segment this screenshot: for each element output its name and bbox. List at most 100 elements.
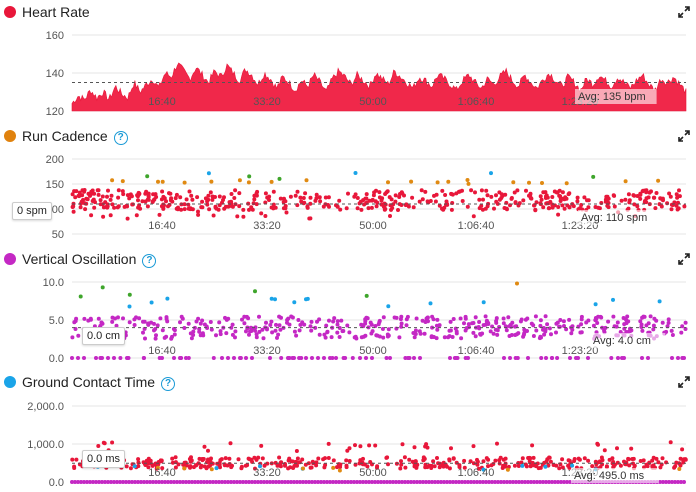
vo-point (404, 317, 409, 322)
cadence-point (252, 197, 257, 202)
gct-point-zero (385, 480, 389, 484)
gct-point (597, 459, 602, 464)
vo-point-zero (304, 356, 308, 360)
vo-point (462, 321, 466, 326)
cadence-point (203, 196, 208, 201)
cadence-point-orange (209, 179, 214, 184)
cadence-point (370, 197, 375, 202)
cadence-point (469, 188, 474, 193)
vo-point-zero (178, 356, 182, 360)
y-tick-label: 50 (52, 229, 64, 241)
cadence-point-blue (353, 171, 358, 175)
cadence-point-orange (465, 178, 470, 182)
vo-point (132, 323, 137, 327)
gct-point (602, 448, 607, 453)
cadence-point (213, 195, 217, 199)
cadence-point-green (277, 176, 282, 181)
x-tick-label: 33:20 (253, 96, 281, 108)
gct-point (425, 465, 430, 470)
cadence-point (449, 207, 454, 212)
vo-point (545, 322, 550, 327)
vo-point (425, 315, 430, 320)
vo-point (353, 334, 358, 339)
gct-point-zero (379, 480, 383, 484)
gct-point-zero (667, 480, 671, 484)
gct-point-zero (406, 480, 410, 484)
cadence-point (385, 189, 390, 194)
gct-point (208, 463, 213, 467)
gct-point (645, 464, 650, 469)
average-label: Avg: 110 spm (581, 212, 647, 224)
cadence-point (538, 201, 543, 206)
expand-icon[interactable] (678, 130, 690, 142)
cadence-point (623, 197, 628, 202)
cadence-point (103, 200, 108, 205)
vo-point (493, 327, 498, 332)
gct-point-zero (421, 480, 425, 484)
gct-point-zero (79, 480, 83, 484)
expand-icon[interactable] (678, 253, 690, 265)
help-icon[interactable]: ? (161, 377, 176, 391)
vo-point (399, 324, 404, 329)
cadence-point-orange (623, 179, 628, 184)
gct-point (247, 457, 252, 462)
cadence-point-blue (489, 171, 493, 176)
cadence-point (638, 196, 643, 201)
vo-point-zero (370, 356, 374, 360)
cadence-point (92, 191, 97, 196)
gct-point (124, 464, 129, 469)
gct-point (596, 442, 600, 447)
vo-point (399, 321, 404, 326)
vo-point (538, 323, 543, 328)
help-icon[interactable]: ? (142, 254, 157, 268)
expand-icon[interactable] (678, 6, 690, 18)
vo-point (542, 332, 547, 337)
vo-point (276, 332, 281, 337)
cadence-point (383, 207, 388, 211)
vo-point (278, 327, 283, 332)
vo-point (211, 356, 216, 360)
vo-point (363, 333, 368, 338)
vo-point (155, 323, 160, 328)
vo-point-zero (358, 356, 362, 360)
gct-point (253, 466, 257, 471)
gct-point-zero (175, 480, 179, 484)
gct-point-orange (505, 467, 510, 472)
gct-point (202, 444, 207, 449)
cadence-point-orange (304, 178, 309, 183)
cadence-point-green (247, 174, 252, 179)
vo-point (82, 316, 87, 321)
vo-point (413, 328, 418, 333)
gct-point-zero (289, 480, 293, 484)
expand-icon[interactable] (678, 376, 690, 388)
cadence-point (566, 192, 571, 197)
vo-point (197, 329, 202, 334)
run-cadence-title: Run Cadence? (22, 128, 128, 145)
cadence-point (558, 199, 563, 203)
vo-point-green (78, 294, 83, 299)
vo-point (448, 319, 453, 324)
gct-point (618, 463, 623, 468)
gct-point (412, 464, 417, 469)
gct-point (432, 464, 437, 469)
vo-point (373, 324, 378, 328)
gct-point-zero (103, 480, 107, 484)
vo-point-zero (226, 356, 230, 360)
gct-point-zero (517, 480, 521, 484)
vo-point (595, 321, 600, 325)
cadence-point (484, 188, 489, 193)
cadence-point (674, 203, 679, 208)
gct-point (321, 457, 326, 462)
vo-point (257, 314, 261, 319)
vo-point (308, 324, 313, 329)
ground-contact-time-chart: 2,000.01,000.00.016:4033:2050:001:06:401… (27, 401, 688, 489)
gct-point-zero (202, 480, 206, 484)
vo-point (277, 323, 282, 328)
help-icon[interactable]: ? (113, 131, 128, 145)
gct-point-zero (118, 480, 122, 484)
gct-point (394, 461, 399, 466)
vo-point (274, 322, 278, 327)
vo-point (451, 317, 456, 321)
cadence-point-orange (246, 180, 251, 185)
vo-point (143, 336, 147, 341)
